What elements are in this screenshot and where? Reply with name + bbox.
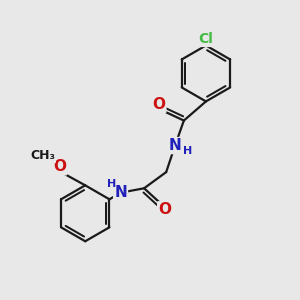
Text: Cl: Cl: [199, 32, 213, 46]
Text: O: O: [152, 97, 165, 112]
Text: H: H: [183, 146, 193, 156]
Text: N: N: [169, 138, 182, 153]
Text: CH₃: CH₃: [30, 149, 55, 162]
Text: H: H: [107, 179, 116, 190]
Text: N: N: [114, 185, 127, 200]
Text: O: O: [158, 202, 171, 217]
Text: O: O: [53, 159, 66, 174]
